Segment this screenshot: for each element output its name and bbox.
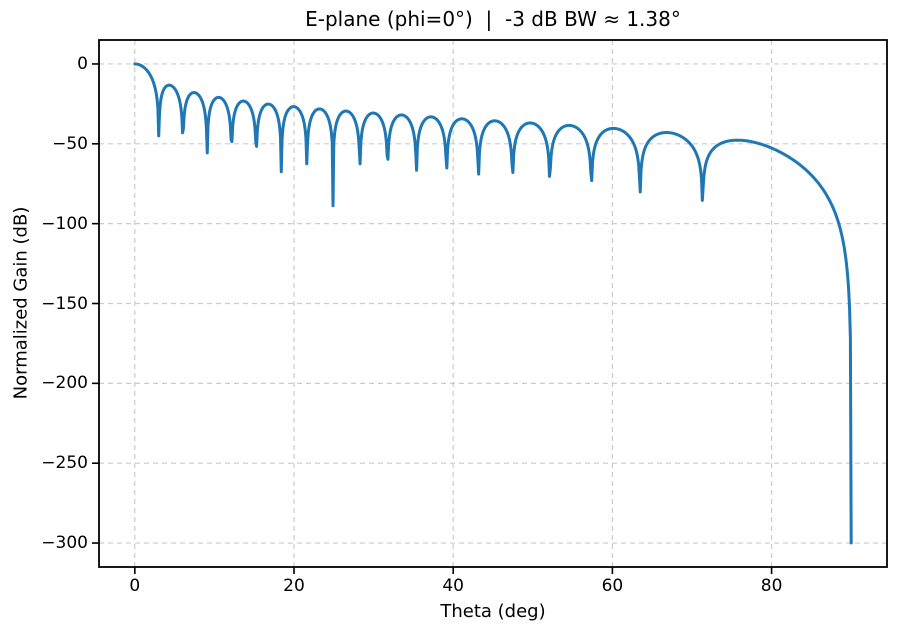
pattern-curve <box>133 62 853 545</box>
y-tick-label: −300 <box>41 533 88 554</box>
x-axis-label: Theta (deg) <box>440 601 546 622</box>
y-axis-label: Normalized Gain (dB) <box>10 206 32 400</box>
y-tick-label: −200 <box>41 373 88 394</box>
x-tick-label: 60 <box>601 576 624 596</box>
y-tick-label: −100 <box>41 213 88 234</box>
y-tick-label: −150 <box>41 293 88 314</box>
y-tick-label: −50 <box>52 133 88 154</box>
y-tick-label: −250 <box>41 453 88 474</box>
chart-title: E-plane (phi=0°) | -3 dB BW ≈ 1.38° <box>305 7 681 31</box>
x-tick-label: 20 <box>283 576 305 596</box>
x-tick-label: 0 <box>129 576 141 596</box>
x-tick-label: 40 <box>442 576 465 596</box>
y-tick-label: 0 <box>77 53 88 74</box>
x-tick-label: 80 <box>760 576 783 596</box>
